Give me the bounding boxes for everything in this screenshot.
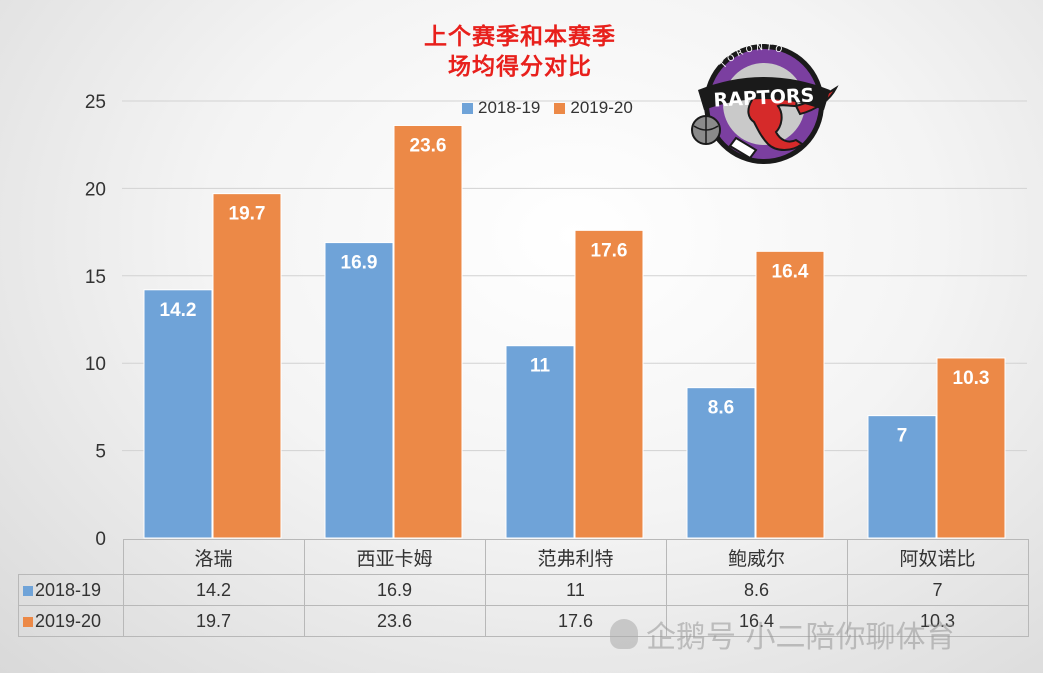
table-row-header: 2019-20	[18, 605, 124, 637]
data-label: 8.6	[708, 398, 734, 419]
table-cell: 10.3	[846, 605, 1029, 637]
bar-series-1	[143, 289, 213, 539]
legend-swatch-series-a	[462, 102, 473, 114]
bar-series-2	[574, 229, 644, 539]
chart-title-line-2: 场均得分对比	[448, 54, 592, 80]
table-category-cell: 阿奴诺比	[846, 539, 1029, 575]
legend-item-series-a: 2018-19	[462, 98, 540, 118]
watermark-text: 企鹅号 小二陪你聊体育	[646, 620, 956, 655]
legend-label-series-b: 2019-20	[570, 98, 633, 117]
legend-item-series-b: 2019-20	[554, 98, 633, 118]
table-category-cell: 洛瑞	[122, 539, 305, 575]
y-tick-label: 15	[85, 267, 106, 288]
legend-swatch-series-b	[554, 102, 566, 114]
legend-label-series-a: 2018-19	[478, 98, 541, 117]
table-row: 2018-19 14.2 16.9 11 8.6 7	[18, 574, 1029, 606]
bar-series-2	[755, 250, 825, 539]
data-label: 16.4	[772, 261, 809, 282]
bar-series-1	[505, 345, 575, 539]
table-cell: 23.6	[303, 605, 486, 637]
bar-series-2	[212, 193, 282, 539]
data-label: 19.7	[229, 204, 266, 225]
bar-series-2	[936, 357, 1006, 539]
y-tick-label: 25	[85, 92, 106, 113]
y-tick-label: 10	[85, 354, 106, 375]
table-series-name: 2018-19	[35, 579, 102, 600]
data-label: 10.3	[953, 368, 990, 389]
table-cell: 16.4	[665, 605, 848, 637]
table-header-row: 洛瑞 西亚卡姆 范弗利特 鲍威尔 阿奴诺比	[18, 539, 1029, 575]
chart-title-line-1: 上个赛季和本赛季	[424, 24, 616, 50]
data-label: 16.9	[341, 253, 378, 274]
table-category-cell: 范弗利特	[484, 539, 667, 575]
table-cell: 8.6	[665, 574, 848, 606]
data-label: 17.6	[591, 240, 628, 261]
bar-series-1	[686, 387, 756, 539]
raptors-logo: TORONTO RAPTORS	[691, 43, 839, 164]
penguin-icon	[610, 619, 638, 649]
table-category-cell: 鲍威尔	[665, 539, 848, 575]
table-row-header: 2018-19	[18, 574, 124, 606]
table-cell: 16.9	[303, 574, 486, 606]
watermark: 企鹅号 小二陪你聊体育	[610, 612, 956, 656]
table-category-cell: 西亚卡姆	[303, 539, 486, 575]
table-series-name: 2019-20	[35, 610, 102, 631]
bar-series-2	[393, 124, 463, 539]
legend: 2018-19 2019-20	[462, 98, 633, 118]
data-label: 23.6	[410, 135, 447, 156]
table-swatch-series-b	[23, 616, 33, 627]
y-tick-label: 20	[85, 179, 106, 200]
y-tick-label: 5	[95, 442, 106, 463]
data-label: 14.2	[160, 300, 197, 321]
data-label: 11	[530, 356, 551, 377]
bar-series-1	[867, 415, 937, 539]
table-swatch-series-a	[23, 585, 33, 596]
table-cell: 11	[484, 574, 667, 606]
data-label: 7	[897, 426, 908, 447]
logo-text: RAPTORS	[713, 84, 815, 111]
table-corner-cell	[18, 539, 124, 575]
table-cell: 7	[846, 574, 1029, 606]
table-cell: 19.7	[122, 605, 305, 637]
table-cell: 14.2	[122, 574, 305, 606]
bar-series-1	[324, 242, 394, 539]
